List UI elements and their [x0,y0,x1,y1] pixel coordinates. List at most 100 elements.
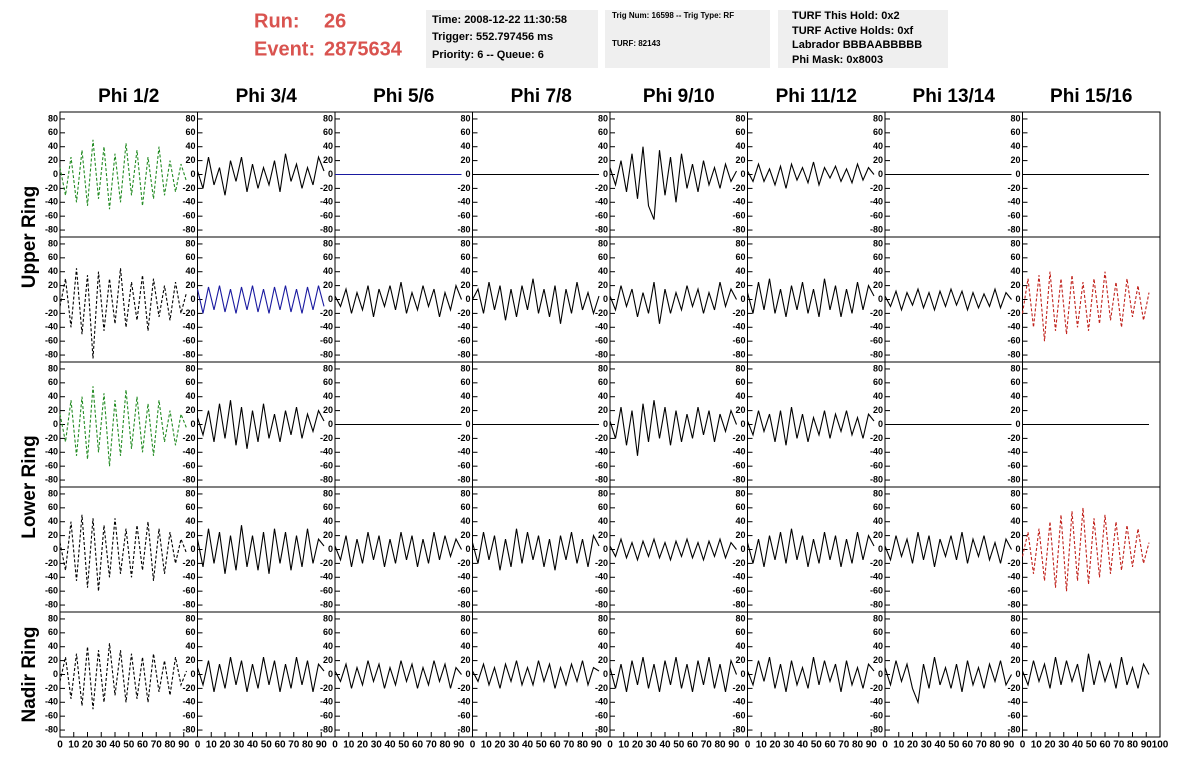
y-tick-label: -80 [182,474,195,484]
waveform [196,656,325,693]
y-tick-label: -60 [182,211,195,221]
panel-frame [59,236,198,363]
y-tick-label: 20 [48,405,58,415]
y-tick-label: 80 [48,488,58,498]
x-tick-label: 70 [288,740,300,751]
y-tick-label: 80 [460,113,470,123]
y-tick-label: 40 [735,516,745,526]
x-tick-label: 30 [646,740,658,751]
waveform [884,531,1012,568]
y-tick-label: 40 [598,516,608,526]
x-tick-label: 80 [439,740,451,751]
y-tick-label: 60 [48,127,58,137]
y-tick-label: -80 [182,349,195,359]
y-tick-label: 20 [48,655,58,665]
y-tick-label: 0 [328,419,333,429]
y-tick-label: 80 [185,488,195,498]
y-tick-label: 80 [873,488,883,498]
y-tick-label: -60 [870,211,883,221]
y-tick-label: 0 [53,544,58,554]
y-tick-label: -20 [1007,558,1020,568]
y-tick-label: -60 [595,711,608,721]
x-tick-label: 40 [934,740,946,751]
y-tick-label: -40 [182,447,195,457]
y-tick-label: -60 [732,586,745,596]
x-tick-label: 40 [109,740,121,751]
x-tick-label: 90 [178,740,190,751]
y-tick-label: -80 [870,474,883,484]
panel-frame [334,486,473,613]
x-tick-label: 60 [824,740,836,751]
x-tick-label: 40 [1072,740,1084,751]
y-tick-label: -20 [732,683,745,693]
y-tick-label: -80 [870,724,883,734]
y-tick-label: -60 [732,211,745,221]
y-tick-label: 20 [48,280,58,290]
y-tick-label: -80 [870,224,883,234]
y-tick-label: 80 [185,363,195,373]
x-tick-label: 30 [371,740,383,751]
y-tick-label: 80 [873,363,883,373]
y-tick-label: -40 [870,697,883,707]
x-tick-label: 0 [1020,740,1026,751]
x-tick-label: 50 [261,740,273,751]
x-tick-label: 70 [563,740,575,751]
y-tick-label: 60 [185,252,195,262]
y-tick-label: -80 [320,349,333,359]
y-tick-label: -60 [320,461,333,471]
x-tick-label: 30 [783,740,795,751]
y-tick-label: 80 [48,363,58,373]
info-box [605,10,770,68]
y-tick-label: -20 [1007,683,1020,693]
y-tick-label: -80 [45,599,58,609]
y-tick-label: 20 [873,405,883,415]
x-tick-label: 40 [247,740,259,751]
event-number: 2875634 [324,38,403,60]
y-tick-label: 20 [460,405,470,415]
y-tick-label: -80 [1007,224,1020,234]
info-line: Phi Mask: 0x8003 [792,54,883,66]
y-tick-label: 60 [48,252,58,262]
y-tick-label: 40 [460,391,470,401]
y-tick-label: -20 [182,433,195,443]
y-tick-label: -40 [870,572,883,582]
x-tick-label: 30 [508,740,520,751]
y-tick-label: -80 [182,224,195,234]
column-title: Phi 9/10 [643,86,715,107]
y-tick-label: 80 [735,363,745,373]
y-tick-label: 0 [53,669,58,679]
y-tick-label: 40 [1010,391,1020,401]
y-tick-label: 40 [185,391,195,401]
y-tick-label: 80 [185,113,195,123]
y-tick-label: -80 [45,724,58,734]
y-tick-label: -80 [457,724,470,734]
y-tick-label: 60 [185,127,195,137]
y-tick-label: 80 [873,113,883,123]
y-tick-label: -60 [1007,336,1020,346]
y-tick-label: 20 [48,155,58,165]
y-tick-label: -40 [320,697,333,707]
y-tick-label: 20 [323,155,333,165]
panel-frame [884,236,1023,363]
y-tick-label: 60 [598,127,608,137]
waveform [59,514,188,592]
x-tick-label: 40 [522,740,534,751]
y-tick-label: 60 [48,502,58,512]
y-tick-label: 40 [48,516,58,526]
x-tick-label: 70 [838,740,850,751]
y-tick-label: -80 [595,349,608,359]
y-tick-label: -20 [732,558,745,568]
y-tick-label: 60 [735,627,745,637]
column-title: Phi 13/14 [913,86,996,107]
y-tick-label: -60 [320,586,333,596]
y-tick-label: -20 [1007,433,1020,443]
y-tick-label: 60 [735,377,745,387]
waveform [1021,507,1150,592]
row-title: Lower Ring [19,435,40,538]
info-line: Labrador BBBAABBBBB [792,39,922,51]
waveform [334,531,462,568]
y-tick-label: -40 [1007,197,1020,207]
x-tick-label: 30 [96,740,108,751]
y-tick-label: 20 [185,530,195,540]
waveform [472,660,600,689]
